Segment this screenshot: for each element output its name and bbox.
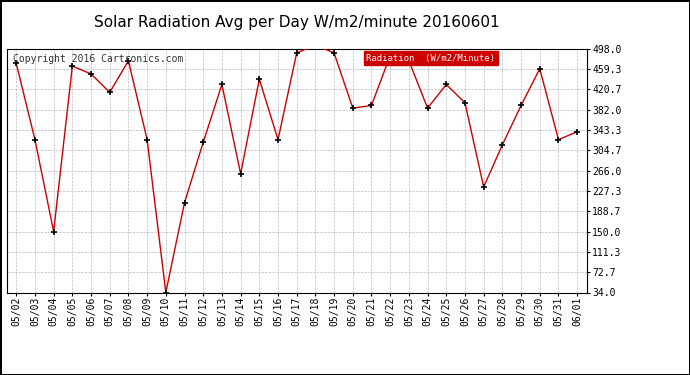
Text: Radiation  (W/m2/Minute): Radiation (W/m2/Minute)	[366, 54, 495, 63]
Text: Solar Radiation Avg per Day W/m2/minute 20160601: Solar Radiation Avg per Day W/m2/minute …	[94, 15, 500, 30]
Text: Copyright 2016 Cartronics.com: Copyright 2016 Cartronics.com	[12, 54, 183, 64]
